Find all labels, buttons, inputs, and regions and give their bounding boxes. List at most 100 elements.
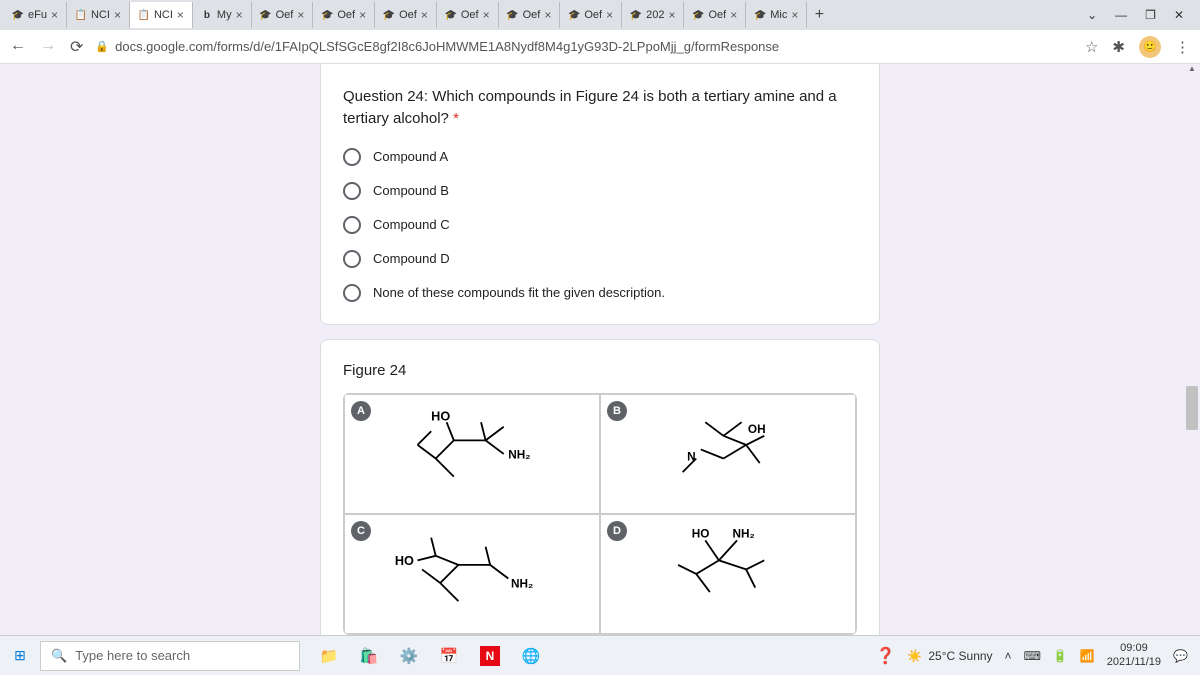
close-icon[interactable]: × [483, 8, 490, 22]
close-icon[interactable]: × [359, 8, 366, 22]
tab[interactable]: 🎓Oef× [560, 2, 622, 28]
tab[interactable]: 📋NCI× [67, 2, 130, 28]
radio-icon [343, 250, 361, 268]
svg-text:HO: HO [395, 553, 414, 567]
tab[interactable]: 🎓Oef× [313, 2, 375, 28]
scroll-thumb[interactable] [1186, 386, 1198, 430]
tab[interactable]: bMy× [193, 2, 252, 28]
tab-icon: 🎓 [630, 9, 642, 21]
page-viewport: Question 24: Which compounds in Figure 2… [0, 64, 1200, 635]
svg-text:NH₂: NH₂ [508, 448, 530, 461]
scrollbar[interactable]: ▲ [1186, 64, 1198, 635]
close-window-icon[interactable]: ✕ [1174, 8, 1184, 22]
figure-title: Figure 24 [343, 362, 857, 379]
close-icon[interactable]: × [421, 8, 428, 22]
tab-icon: 🎓 [754, 9, 766, 21]
close-icon[interactable]: × [544, 8, 551, 22]
option-b[interactable]: Compound B [343, 182, 857, 200]
radio-icon [343, 182, 361, 200]
tab-icon: 🎓 [260, 9, 272, 21]
tray-chevron-icon[interactable]: ˄ [1005, 649, 1012, 663]
lock-icon: 🔒 [95, 40, 109, 53]
tab[interactable]: 🎓202× [622, 2, 684, 28]
reload-icon[interactable]: ⟳ [70, 37, 83, 57]
tab-active[interactable]: 📋NCI× [130, 2, 193, 28]
browser-tab-bar: 🎓eFu× 📋NCI× 📋NCI× bMy× 🎓Oef× 🎓Oef× 🎓Oef×… [0, 0, 1200, 30]
start-button[interactable]: ⊞ [0, 647, 40, 664]
system-clock[interactable]: 09:09 2021/11/19 [1107, 642, 1161, 668]
settings-icon[interactable]: ⚙️ [400, 647, 418, 665]
extension-icon[interactable]: ✱ [1112, 38, 1125, 56]
figure-cell-c: C HO NH₂ [344, 514, 600, 634]
maximize-icon[interactable]: ❐ [1145, 8, 1156, 22]
wifi-icon[interactable]: 📶 [1080, 649, 1095, 663]
close-icon[interactable]: × [236, 8, 243, 22]
close-icon[interactable]: × [668, 8, 675, 22]
calendar-icon[interactable]: 📅 [440, 647, 458, 665]
new-tab-button[interactable]: + [807, 6, 831, 24]
svg-text:OH: OH [748, 423, 766, 436]
option-d[interactable]: Compound D [343, 250, 857, 268]
search-icon: 🔍 [51, 648, 67, 664]
close-icon[interactable]: × [297, 8, 304, 22]
option-c[interactable]: Compound C [343, 216, 857, 234]
sun-icon: ☀️ [907, 649, 922, 663]
tab-icon: 📋 [138, 9, 150, 21]
option-a[interactable]: Compound A [343, 148, 857, 166]
figure-grid: A HO NH₂ B [343, 393, 857, 635]
weather-widget[interactable]: ☀️ 25°C Sunny [907, 649, 992, 663]
tab-icon: 🎓 [321, 9, 333, 21]
minimize-icon[interactable]: — [1115, 8, 1127, 22]
close-icon[interactable]: × [177, 8, 184, 22]
url-field[interactable]: 🔒 docs.google.com/forms/d/e/1FAIpQLSfSGc… [95, 39, 1073, 54]
tab-icon: b [201, 9, 213, 21]
profile-avatar[interactable]: 🙂 [1139, 36, 1161, 58]
taskbar-search[interactable]: 🔍 Type here to search [40, 641, 300, 671]
question-card: Question 24: Which compounds in Figure 2… [320, 64, 880, 325]
tab[interactable]: 🎓eFu× [4, 2, 67, 28]
tab-icon: 🎓 [445, 9, 457, 21]
radio-icon [343, 284, 361, 302]
molecule-a: HO NH₂ [345, 395, 599, 504]
forward-icon[interactable]: → [40, 37, 56, 57]
tab[interactable]: 🎓Oef× [437, 2, 499, 28]
battery-icon[interactable]: 🔋 [1053, 649, 1068, 663]
close-icon[interactable]: × [114, 8, 121, 22]
store-icon[interactable]: 🛍️ [360, 647, 378, 665]
options-group: Compound A Compound B Compound C Compoun… [343, 148, 857, 302]
radio-icon [343, 148, 361, 166]
back-icon[interactable]: ← [10, 37, 26, 57]
close-icon[interactable]: × [730, 8, 737, 22]
tab-icon: 🎓 [568, 9, 580, 21]
molecule-d: HO NH₂ [601, 515, 855, 624]
molecule-c: HO NH₂ [345, 515, 599, 624]
star-icon[interactable]: ☆ [1085, 38, 1098, 56]
address-bar: ← → ⟳ 🔒 docs.google.com/forms/d/e/1FAIpQ… [0, 30, 1200, 64]
figure-card: Figure 24 A HO NH₂ [320, 339, 880, 636]
close-icon[interactable]: × [791, 8, 798, 22]
app-icon[interactable]: N [480, 646, 500, 666]
tab[interactable]: 🎓Oef× [252, 2, 314, 28]
keyboard-icon[interactable]: ⌨ [1024, 649, 1041, 663]
svg-text:HO: HO [692, 527, 710, 540]
molecule-b: OH N [601, 395, 855, 504]
tab[interactable]: 🎓Oef× [499, 2, 561, 28]
radio-icon [343, 216, 361, 234]
help-icon[interactable]: ❓ [876, 646, 896, 666]
explorer-icon[interactable]: 📁 [320, 647, 338, 665]
tab-icon: 🎓 [692, 9, 704, 21]
tab-icon: 📋 [75, 9, 87, 21]
tab[interactable]: 🎓Oef× [375, 2, 437, 28]
close-icon[interactable]: × [51, 8, 58, 22]
chrome-icon[interactable]: 🌐 [522, 647, 540, 665]
scroll-up-icon[interactable]: ▲ [1186, 64, 1198, 78]
close-icon[interactable]: × [606, 8, 613, 22]
notifications-icon[interactable]: 💬 [1173, 649, 1188, 663]
tab-icon: 🎓 [507, 9, 519, 21]
tab[interactable]: 🎓Mic× [746, 2, 807, 28]
menu-icon[interactable]: ⋮ [1175, 38, 1190, 56]
option-none[interactable]: None of these compounds fit the given de… [343, 284, 857, 302]
windows-taskbar: ⊞ 🔍 Type here to search 📁 🛍️ ⚙️ 📅 N 🌐 ❓ … [0, 635, 1200, 675]
browser-down-icon[interactable]: ⌄ [1087, 8, 1097, 22]
tab[interactable]: 🎓Oef× [684, 2, 746, 28]
